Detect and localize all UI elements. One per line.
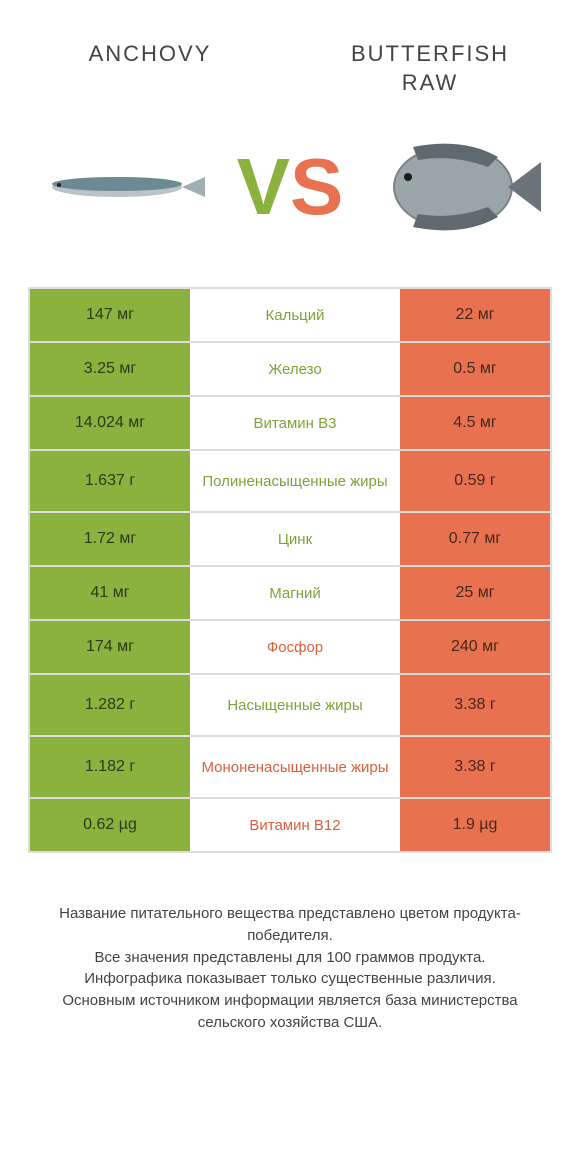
nutrient-label: Магний [190, 567, 400, 619]
table-row: 1.282 гНасыщенные жиры3.38 г [30, 675, 550, 737]
table-row: 147 мгКальций22 мг [30, 289, 550, 343]
table-row: 3.25 мгЖелезо0.5 мг [30, 343, 550, 397]
value-left: 1.282 г [30, 675, 190, 735]
butterfish-image [373, 137, 543, 237]
table-row: 0.62 µgВитамин B121.9 µg [30, 799, 550, 853]
value-right: 240 мг [400, 621, 550, 673]
value-left: 1.182 г [30, 737, 190, 797]
footer-line-1: Название питательного вещества представл… [28, 903, 552, 947]
value-right: 3.38 г [400, 675, 550, 735]
footer-notes: Название питательного вещества представл… [0, 853, 580, 1054]
title-right: BUTTERFISH RAW [330, 40, 530, 97]
value-right: 3.38 г [400, 737, 550, 797]
nutrient-label: Витамин B12 [190, 799, 400, 851]
comparison-table: 147 мгКальций22 мг3.25 мгЖелезо0.5 мг14.… [28, 287, 552, 853]
value-right: 4.5 мг [400, 397, 550, 449]
nutrient-label: Железо [190, 343, 400, 395]
table-row: 1.637 гПолиненасыщенные жиры0.59 г [30, 451, 550, 513]
table-row: 41 мгМагний25 мг [30, 567, 550, 621]
value-left: 147 мг [30, 289, 190, 341]
value-left: 14.024 мг [30, 397, 190, 449]
title-left: ANCHOVY [50, 40, 250, 97]
vs-label: VS [237, 147, 344, 227]
footer-line-4: Основным источником информации является … [28, 990, 552, 1034]
nutrient-label: Насыщенные жиры [190, 675, 400, 735]
vs-v: V [237, 142, 290, 231]
header: ANCHOVY BUTTERFISH RAW [0, 0, 580, 117]
table-row: 1.182 гМононенасыщенные жиры3.38 г [30, 737, 550, 799]
value-left: 0.62 µg [30, 799, 190, 851]
value-left: 174 мг [30, 621, 190, 673]
nutrient-label: Полиненасыщенные жиры [190, 451, 400, 511]
value-right: 1.9 µg [400, 799, 550, 851]
vs-row: VS [0, 117, 580, 287]
value-right: 22 мг [400, 289, 550, 341]
value-left: 3.25 мг [30, 343, 190, 395]
nutrient-label: Мононенасыщенные жиры [190, 737, 400, 797]
value-left: 1.637 г [30, 451, 190, 511]
value-right: 0.5 мг [400, 343, 550, 395]
table-row: 14.024 мгВитамин B34.5 мг [30, 397, 550, 451]
value-right: 25 мг [400, 567, 550, 619]
nutrient-label: Цинк [190, 513, 400, 565]
value-right: 0.77 мг [400, 513, 550, 565]
value-right: 0.59 г [400, 451, 550, 511]
nutrient-label: Кальций [190, 289, 400, 341]
table-row: 174 мгФосфор240 мг [30, 621, 550, 675]
anchovy-image [37, 137, 207, 237]
footer-line-2: Все значения представлены для 100 граммо… [28, 947, 552, 969]
value-left: 41 мг [30, 567, 190, 619]
table-row: 1.72 мгЦинк0.77 мг [30, 513, 550, 567]
nutrient-label: Фосфор [190, 621, 400, 673]
vs-s: S [290, 142, 343, 231]
value-left: 1.72 мг [30, 513, 190, 565]
nutrient-label: Витамин B3 [190, 397, 400, 449]
footer-line-3: Инфографика показывает только существенн… [28, 968, 552, 990]
